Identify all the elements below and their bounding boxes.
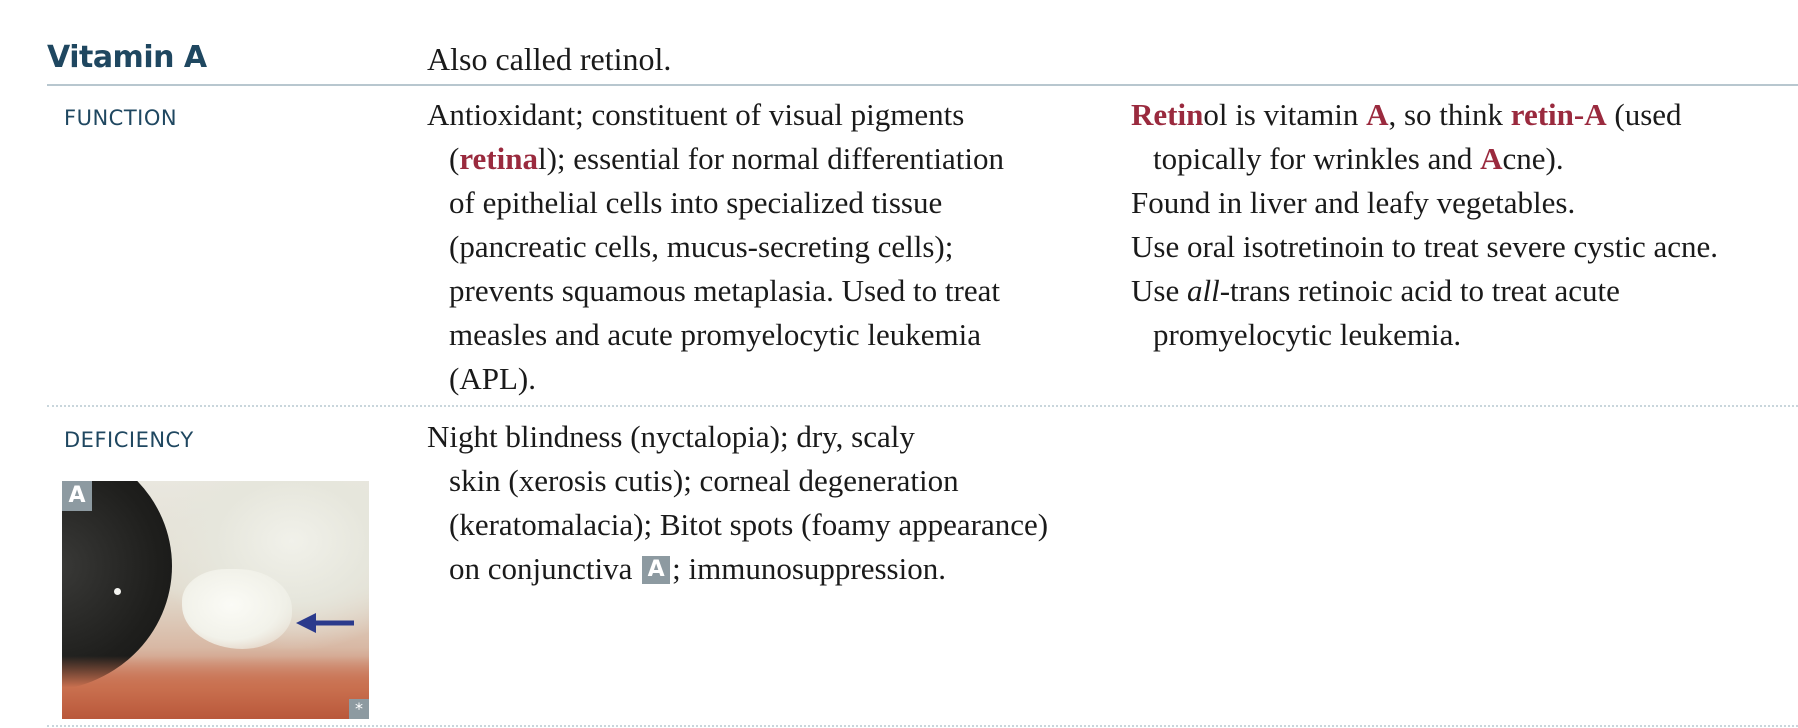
italic-all: all: [1186, 273, 1220, 308]
function-line: (retinal); essential for normal differen…: [427, 137, 1004, 181]
function-description: Antioxidant; constituent of visual pigme…: [427, 93, 1004, 401]
note-line: promyelocytic leukemia.: [1153, 317, 1462, 352]
note-line: Retinol is vitamin A, so think retin-A (…: [1131, 93, 1718, 137]
copyright-mark: *: [349, 699, 369, 719]
emphasis-retina: retina: [459, 141, 538, 176]
function-line: of epithelial cells into specialized tis…: [449, 185, 943, 220]
function-line: (APL).: [449, 361, 536, 396]
note-line: Use all-trans retinoic acid to treat acu…: [1131, 269, 1718, 313]
text-span: on conjunctiva: [449, 551, 641, 586]
bitot-spots-photo: A *: [62, 481, 369, 719]
emphasis-a: A: [1366, 97, 1389, 132]
row-divider: [47, 405, 1798, 407]
bottom-divider: [47, 725, 1798, 727]
text-span: (: [449, 141, 460, 176]
deficiency-line: on conjunctiva A; immunosuppression.: [427, 547, 1048, 591]
lower-eyelid: [62, 656, 369, 719]
text-span: -trans retinoic acid to treat acute: [1219, 273, 1620, 308]
emphasis-a: A: [1480, 141, 1503, 176]
function-line: Antioxidant; constituent of visual pigme…: [427, 97, 965, 132]
text-span: ol is vitamin: [1203, 97, 1367, 132]
note-line: Found in liver and leafy vegetables.: [1131, 185, 1576, 220]
section-description: Also called retinol.: [427, 41, 672, 77]
text-span: Use: [1131, 273, 1187, 308]
text-span: cne).: [1502, 141, 1564, 176]
figure-ref-badge: A: [642, 556, 671, 584]
text-span: topically for wrinkles and: [1153, 141, 1481, 176]
function-line: measles and acute promyelocytic leukemia: [449, 317, 981, 352]
text-span: (used: [1606, 97, 1682, 132]
arrow-left-icon: [296, 613, 354, 633]
note-line: Use oral isotretinoin to treat severe cy…: [1131, 229, 1719, 264]
header-divider: [47, 84, 1798, 86]
deficiency-label: DEFICIENCY: [64, 428, 194, 452]
emphasis-retin: Retin: [1131, 97, 1204, 132]
text-span: l); essential for normal differentiation: [537, 141, 1004, 176]
section-title: Vitamin A: [47, 40, 207, 75]
note-line: topically for wrinkles and Acne).: [1131, 137, 1718, 181]
function-line: (pancreatic cells, mucus-secreting cells…: [449, 229, 954, 264]
light-reflection: [114, 588, 121, 595]
emphasis-retin-a: retin-A: [1510, 97, 1607, 132]
text-span: ; immunosuppression.: [672, 551, 946, 586]
bitot-spot: [182, 569, 292, 649]
text-span: , so think: [1388, 97, 1511, 132]
figure-badge: A: [62, 481, 92, 511]
deficiency-line: Night blindness (nyctalopia); dry, scaly: [427, 419, 915, 454]
deficiency-line: skin (xerosis cutis); corneal degenerati…: [449, 463, 959, 498]
function-line: prevents squamous metaplasia. Used to tr…: [449, 273, 1000, 308]
deficiency-line: (keratomalacia); Bitot spots (foamy appe…: [449, 507, 1049, 542]
function-notes: Retinol is vitamin A, so think retin-A (…: [1131, 93, 1718, 357]
function-label: FUNCTION: [64, 106, 178, 130]
deficiency-description: Night blindness (nyctalopia); dry, scaly…: [427, 415, 1048, 591]
